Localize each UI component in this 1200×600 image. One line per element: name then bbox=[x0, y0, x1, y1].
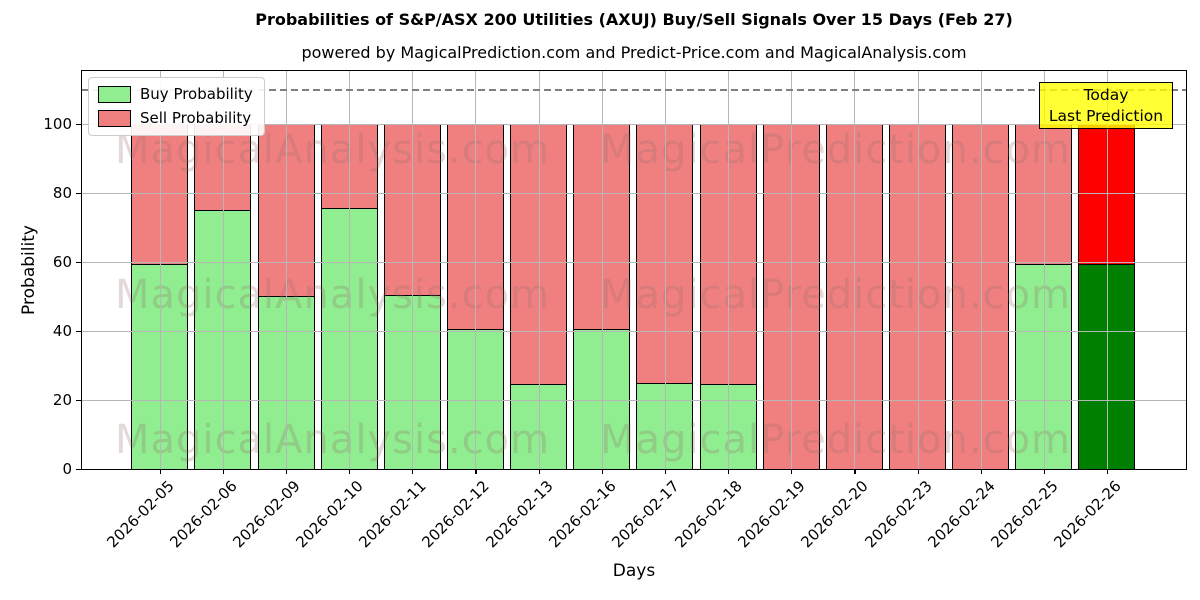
x-tick-mark bbox=[664, 469, 667, 474]
x-gridline bbox=[791, 71, 793, 469]
buy-color-swatch bbox=[98, 85, 131, 103]
x-tick-mark bbox=[917, 469, 919, 474]
legend-item-buy: Buy Probability bbox=[98, 85, 253, 103]
watermark-text: MagicalPrediction.com bbox=[600, 127, 1071, 173]
x-gridline bbox=[159, 71, 161, 469]
x-tick-mark bbox=[728, 469, 730, 474]
y-gridline bbox=[82, 399, 1186, 401]
y-tick-label: 40 bbox=[52, 321, 72, 340]
x-tick-mark bbox=[1106, 469, 1109, 474]
chart-subtitle: powered by MagicalPrediction.com and Pre… bbox=[301, 43, 967, 62]
y-tick-mark bbox=[76, 261, 81, 263]
y-gridline bbox=[82, 123, 1186, 125]
x-gridline bbox=[222, 71, 224, 469]
y-tick-mark bbox=[76, 330, 81, 333]
today-annotation-line2: Last Prediction bbox=[1048, 106, 1164, 125]
y-tick-label: 80 bbox=[52, 183, 72, 202]
y-tick-label: 20 bbox=[52, 390, 72, 409]
x-tick-mark bbox=[791, 469, 793, 474]
x-gridline bbox=[1043, 71, 1045, 469]
y-tick-label: 100 bbox=[43, 114, 72, 133]
x-tick-mark bbox=[159, 469, 161, 474]
y-tick-label: 60 bbox=[52, 252, 72, 271]
legend-item-sell: Sell Probability bbox=[98, 109, 253, 127]
legend: Buy Probability Sell Probability bbox=[88, 77, 265, 136]
watermark-text: MagicalAnalysis.com bbox=[115, 272, 551, 318]
x-tick-mark bbox=[412, 469, 414, 474]
today-annotation-line1: Today bbox=[1083, 85, 1129, 104]
x-tick-mark bbox=[475, 469, 477, 474]
y-gridline bbox=[82, 192, 1186, 194]
y-tick-mark bbox=[76, 192, 81, 194]
x-gridline bbox=[475, 71, 477, 469]
x-gridline bbox=[412, 71, 414, 469]
x-tick-mark bbox=[538, 469, 540, 474]
y-tick-mark bbox=[76, 469, 81, 471]
x-tick-mark bbox=[980, 469, 982, 474]
x-gridline bbox=[1106, 71, 1108, 469]
x-axis-label: Days bbox=[612, 561, 656, 581]
x-tick-mark bbox=[286, 469, 288, 474]
legend-label-sell: Sell Probability bbox=[140, 109, 252, 127]
today-annotation: Today Last Prediction bbox=[1039, 82, 1173, 129]
watermark-text: MagicalPrediction.com bbox=[600, 417, 1071, 463]
x-gridline bbox=[538, 71, 540, 469]
x-gridline bbox=[854, 71, 856, 469]
y-gridline bbox=[82, 261, 1186, 263]
x-tick-mark bbox=[349, 469, 351, 474]
watermark-text: MagicalAnalysis.com bbox=[115, 127, 551, 173]
threshold-dashed-line bbox=[82, 89, 1186, 91]
watermark-text: MagicalPrediction.com bbox=[600, 272, 1071, 318]
x-tick-mark bbox=[1043, 469, 1045, 474]
x-tick-mark bbox=[601, 469, 603, 474]
x-gridline bbox=[980, 71, 982, 469]
y-tick-mark bbox=[76, 399, 81, 402]
x-gridline bbox=[728, 71, 730, 469]
y-tick-mark bbox=[76, 123, 81, 125]
chart-title: Probabilities of S&P/ASX 200 Utilities (… bbox=[255, 10, 1013, 29]
x-gridline bbox=[286, 71, 287, 469]
legend-label-buy: Buy Probability bbox=[140, 85, 253, 103]
y-tick-label: 0 bbox=[62, 460, 72, 478]
x-gridline bbox=[601, 71, 603, 469]
x-gridline bbox=[664, 71, 666, 469]
x-gridline bbox=[917, 71, 919, 469]
sell-color-swatch bbox=[98, 109, 131, 127]
y-gridline bbox=[82, 330, 1186, 332]
x-tick-mark bbox=[854, 469, 856, 474]
x-gridline bbox=[349, 71, 351, 469]
watermark-text: MagicalAnalysis.com bbox=[115, 417, 551, 463]
x-tick-mark bbox=[222, 469, 225, 474]
